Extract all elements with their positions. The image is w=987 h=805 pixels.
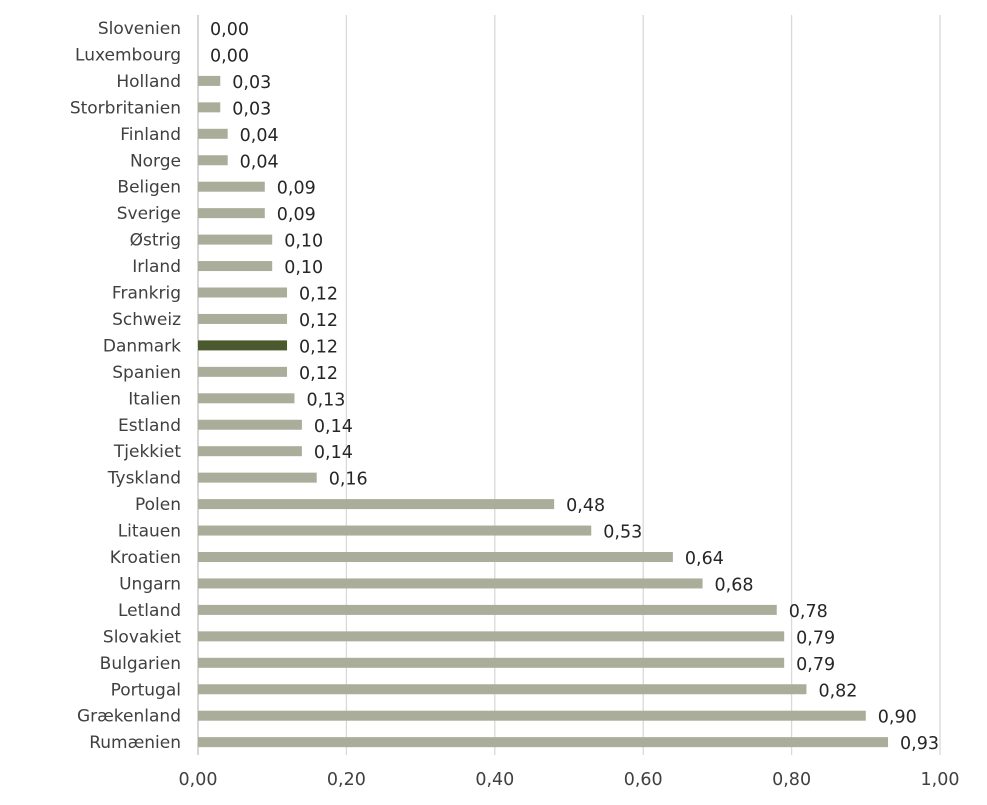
value-label: 0,09 (277, 179, 316, 199)
category-labels: Slovenien Luxembourg Holland Storbritanien F… (70, 19, 182, 753)
x-tick-label: 1,00 (921, 770, 960, 790)
category-label: Tyskland (107, 469, 181, 489)
bar-finland (198, 128, 228, 139)
bar-tjekkiet (198, 446, 302, 457)
category-label: Beligen (117, 178, 181, 198)
value-label: 0,68 (715, 575, 754, 595)
x-tick-label: 0,40 (475, 770, 514, 790)
value-label: 0,10 (284, 232, 323, 252)
value-label: 0,14 (314, 417, 353, 437)
bar-danmark (198, 340, 288, 351)
value-label: 0,00 (210, 46, 249, 66)
category-label: Norge (130, 151, 181, 171)
value-label: 0,82 (818, 681, 857, 701)
value-label: 0,53 (603, 523, 642, 543)
category-label: Sverige (117, 204, 181, 224)
value-label: 0,04 (240, 126, 279, 146)
x-tick-label: 0,20 (327, 770, 366, 790)
x-tick-label: 0,80 (772, 770, 811, 790)
value-label: 0,93 (900, 734, 939, 754)
value-labels: 0,00 0,00 0,03 0,03 0,04 0,04 0,09 0,09 0,10 0,10… (210, 20, 939, 754)
category-label: Finland (120, 125, 181, 145)
bar-østrig (198, 234, 273, 245)
category-label: Irland (132, 257, 181, 277)
category-label: Litauen (118, 522, 181, 542)
bar-spanien (198, 366, 288, 377)
bar-grækenland (198, 710, 866, 721)
category-label: Ungarn (119, 574, 181, 594)
bar-portugal (198, 684, 807, 695)
value-label: 0,00 (210, 20, 249, 40)
category-label: Bulgarien (100, 654, 181, 674)
value-label: 0,79 (796, 655, 835, 675)
value-label: 0,12 (299, 337, 338, 357)
category-label: Polen (135, 495, 181, 515)
category-label: Storbritanien (70, 98, 181, 118)
category-label: Tjekkiet (113, 442, 181, 462)
bar-polen (198, 499, 555, 510)
value-label: 0,03 (232, 99, 271, 119)
bar-letland (198, 604, 777, 615)
category-label: Schweiz (112, 310, 181, 330)
bar-slovakiet (198, 631, 785, 642)
category-label: Portugal (111, 680, 181, 700)
bar-frankrig (198, 287, 288, 298)
value-label: 0,13 (306, 390, 345, 410)
bar-ungarn (198, 578, 703, 589)
value-label: 0,10 (284, 258, 323, 278)
value-label: 0,12 (299, 311, 338, 331)
value-label: 0,64 (685, 549, 724, 569)
value-label: 0,90 (878, 708, 917, 728)
bar-tyskland (198, 472, 317, 483)
value-label: 0,04 (240, 152, 279, 172)
bar-beligen (198, 181, 265, 192)
value-label: 0,14 (314, 443, 353, 463)
bar-irland (198, 261, 273, 272)
value-label: 0,12 (299, 285, 338, 305)
value-label: 0,09 (277, 205, 316, 225)
category-label: Letland (118, 601, 181, 621)
category-label: Luxembourg (75, 45, 181, 65)
bar-italien (198, 393, 295, 404)
bar-bulgarien (198, 657, 785, 668)
bar-schweiz (198, 313, 288, 324)
x-tick-label: 0,00 (179, 770, 218, 790)
bars (198, 75, 889, 748)
value-label: 0,12 (299, 364, 338, 384)
bar-storbritanien (198, 102, 221, 113)
bar-litauen (198, 525, 592, 536)
bar-holland (198, 75, 221, 86)
bar-rumænien (198, 737, 889, 748)
value-label: 0,03 (232, 73, 271, 93)
category-label: Slovakiet (103, 627, 181, 647)
value-label: 0,16 (329, 470, 368, 490)
value-label: 0,79 (796, 628, 835, 648)
category-label: Rumænien (89, 733, 181, 753)
category-label: Italien (128, 389, 181, 409)
bar-estland (198, 419, 302, 430)
category-label: Frankrig (112, 284, 181, 304)
x-tick-label: 0,60 (624, 770, 663, 790)
category-label: Spanien (112, 363, 181, 383)
category-label: Grækenland (77, 707, 181, 727)
x-axis-ticks: 0,00 0,20 0,40 0,60 0,80 1,00 (179, 770, 960, 790)
bar-norge (198, 155, 228, 166)
category-label: Kroatien (110, 548, 181, 568)
bar-sverige (198, 208, 265, 219)
value-label: 0,48 (566, 496, 605, 516)
value-label: 0,78 (789, 602, 828, 622)
category-label: Danmark (103, 336, 181, 356)
category-label: Holland (116, 72, 181, 92)
bar-kroatien (198, 552, 673, 562)
category-label: Estland (118, 416, 181, 436)
category-label: Østrig (130, 231, 181, 251)
category-label: Slovenien (98, 19, 181, 39)
